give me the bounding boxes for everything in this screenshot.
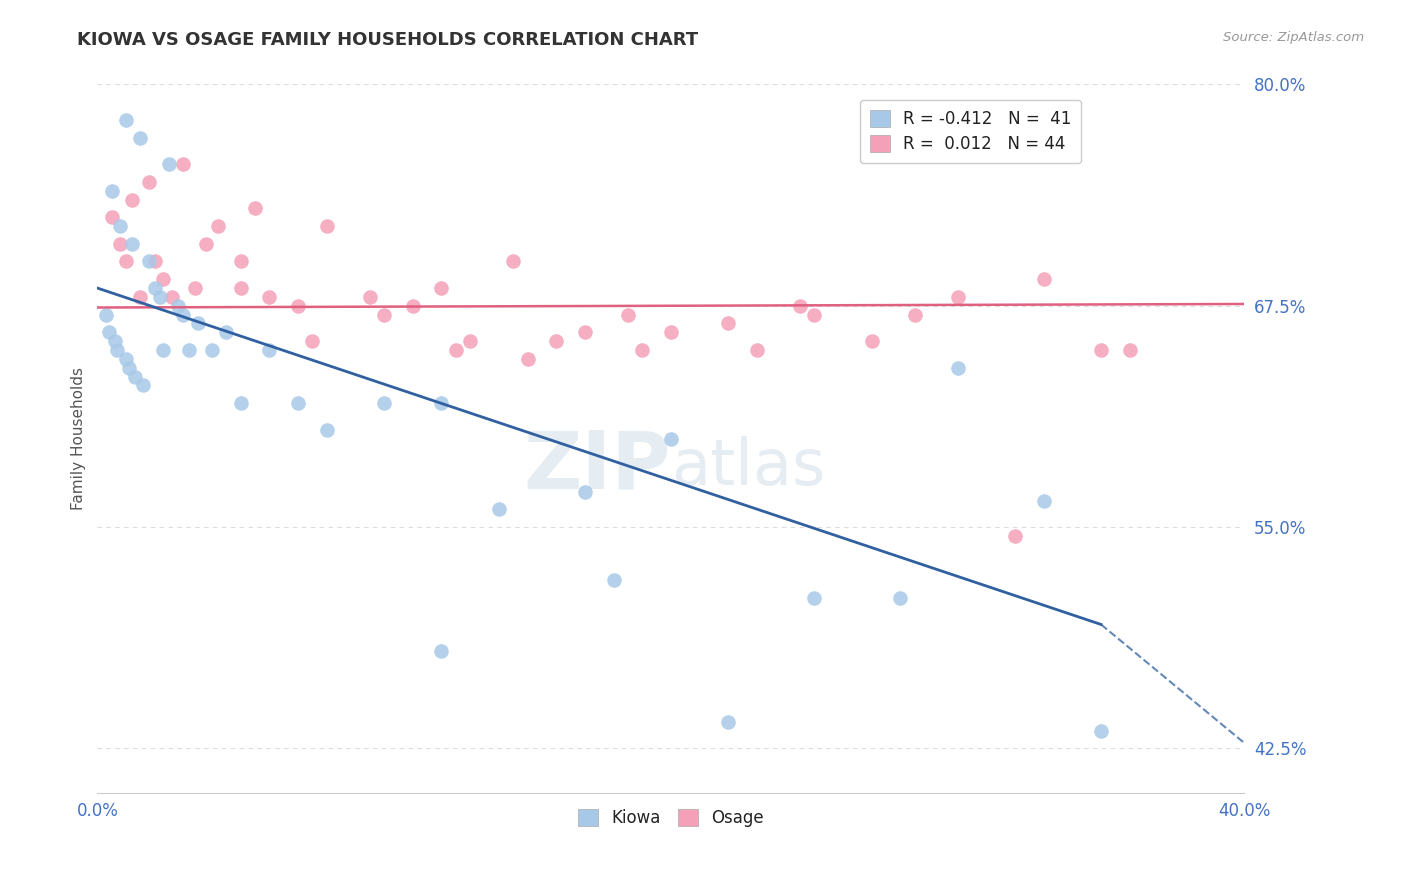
Point xyxy=(172,157,194,171)
Point xyxy=(149,290,172,304)
Point xyxy=(1032,493,1054,508)
Point xyxy=(215,326,238,340)
Point xyxy=(803,308,825,322)
Point xyxy=(373,308,395,322)
Point xyxy=(617,308,640,322)
Text: KIOWA VS OSAGE FAMILY HOUSEHOLDS CORRELATION CHART: KIOWA VS OSAGE FAMILY HOUSEHOLDS CORRELA… xyxy=(77,31,699,49)
Point xyxy=(904,308,927,322)
Point xyxy=(659,432,682,446)
Point xyxy=(574,484,596,499)
Point xyxy=(745,343,768,357)
Point xyxy=(402,299,425,313)
Point xyxy=(717,317,740,331)
Point xyxy=(860,334,883,348)
Point xyxy=(359,290,381,304)
Point xyxy=(187,317,209,331)
Point xyxy=(717,714,740,729)
Point xyxy=(1090,723,1112,738)
Point xyxy=(259,343,281,357)
Point xyxy=(789,299,811,313)
Point xyxy=(803,591,825,605)
Point xyxy=(488,502,510,516)
Point xyxy=(184,281,207,295)
Point xyxy=(152,272,174,286)
Point xyxy=(115,254,138,268)
Point xyxy=(143,281,166,295)
Point xyxy=(946,290,969,304)
Point xyxy=(138,254,160,268)
Point xyxy=(259,290,281,304)
Point xyxy=(97,326,120,340)
Point xyxy=(315,423,337,437)
Point xyxy=(243,202,266,216)
Text: atlas: atlas xyxy=(671,436,825,498)
Point xyxy=(94,308,117,322)
Point xyxy=(121,193,143,207)
Point xyxy=(100,184,122,198)
Point xyxy=(458,334,481,348)
Point xyxy=(430,396,453,410)
Point xyxy=(115,351,138,366)
Point xyxy=(129,130,152,145)
Point xyxy=(444,343,467,357)
Point xyxy=(110,236,132,251)
Point xyxy=(631,343,654,357)
Text: Source: ZipAtlas.com: Source: ZipAtlas.com xyxy=(1223,31,1364,45)
Point xyxy=(143,254,166,268)
Point xyxy=(132,378,155,392)
Point xyxy=(430,281,453,295)
Point xyxy=(889,591,911,605)
Point xyxy=(115,112,138,127)
Point xyxy=(121,236,143,251)
Point xyxy=(207,219,229,233)
Point xyxy=(287,396,309,410)
Point xyxy=(110,219,132,233)
Point xyxy=(195,236,218,251)
Y-axis label: Family Households: Family Households xyxy=(72,367,86,510)
Point xyxy=(229,281,252,295)
Point xyxy=(516,351,538,366)
Text: ZIP: ZIP xyxy=(523,428,671,506)
Point xyxy=(100,211,122,225)
Point xyxy=(138,175,160,189)
Point xyxy=(1032,272,1054,286)
Point xyxy=(157,157,180,171)
Point xyxy=(1118,343,1140,357)
Point xyxy=(315,219,337,233)
Point xyxy=(229,396,252,410)
Point xyxy=(946,360,969,375)
Point xyxy=(301,334,323,348)
Point xyxy=(160,290,183,304)
Point xyxy=(1090,343,1112,357)
Point xyxy=(172,308,194,322)
Point xyxy=(107,343,129,357)
Point xyxy=(179,343,201,357)
Point xyxy=(546,334,568,348)
Legend: Kiowa, Osage: Kiowa, Osage xyxy=(572,803,770,834)
Point xyxy=(602,573,624,587)
Point xyxy=(502,254,524,268)
Point xyxy=(229,254,252,268)
Point xyxy=(1004,529,1026,543)
Point xyxy=(287,299,309,313)
Point xyxy=(430,644,453,658)
Point xyxy=(574,326,596,340)
Point xyxy=(373,396,395,410)
Point xyxy=(118,360,141,375)
Point xyxy=(201,343,224,357)
Point xyxy=(103,334,125,348)
Point xyxy=(129,290,152,304)
Point xyxy=(659,326,682,340)
Point xyxy=(152,343,174,357)
Point xyxy=(166,299,188,313)
Point xyxy=(124,369,146,384)
